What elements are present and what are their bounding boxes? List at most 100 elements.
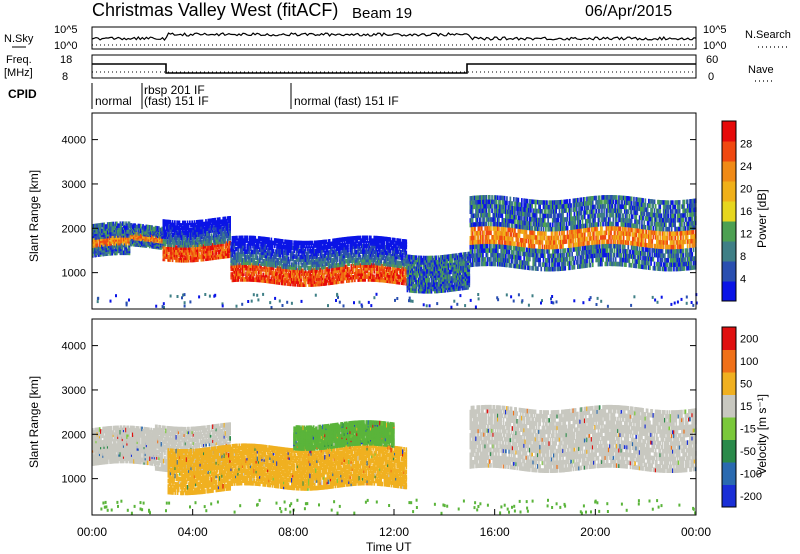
data-cell bbox=[292, 256, 294, 262]
data-cell bbox=[231, 241, 234, 247]
data-cell bbox=[307, 271, 309, 276]
data-cell bbox=[388, 237, 390, 242]
data-cell bbox=[493, 248, 496, 253]
data-cell bbox=[227, 226, 229, 231]
data-cell bbox=[269, 256, 271, 262]
data-cell bbox=[287, 250, 290, 256]
data-cell bbox=[392, 262, 395, 268]
data-cell bbox=[185, 230, 188, 236]
data-cell bbox=[264, 275, 267, 281]
data-cell bbox=[470, 204, 473, 210]
data-cell bbox=[201, 229, 204, 234]
data-cell bbox=[302, 254, 305, 260]
data-cell bbox=[472, 222, 475, 227]
data-cell bbox=[519, 237, 522, 243]
data-cell bbox=[376, 241, 379, 247]
data-cell bbox=[450, 269, 452, 275]
data-cell bbox=[490, 226, 492, 231]
cpid-label: CPID bbox=[8, 87, 37, 101]
data-cell bbox=[232, 244, 235, 249]
data-cell bbox=[365, 246, 368, 252]
data-cell bbox=[299, 276, 301, 282]
data-cell bbox=[285, 275, 287, 281]
data-cell bbox=[169, 254, 172, 260]
data-cell bbox=[200, 222, 203, 227]
data-cell bbox=[511, 236, 514, 242]
data-cell bbox=[249, 277, 252, 282]
data-cell bbox=[256, 244, 259, 249]
data-cell bbox=[476, 208, 479, 214]
data-cell bbox=[272, 273, 275, 279]
data-cell bbox=[374, 241, 377, 246]
data-cell bbox=[121, 221, 124, 226]
data-cell bbox=[351, 244, 354, 250]
data-cell bbox=[365, 268, 368, 274]
data-cell bbox=[402, 247, 404, 252]
data-cell bbox=[497, 208, 499, 214]
data-cell bbox=[371, 255, 373, 260]
data-cell bbox=[164, 236, 167, 242]
data-cell bbox=[239, 252, 242, 257]
data-cell bbox=[252, 252, 254, 257]
data-cell bbox=[516, 250, 519, 256]
data-cell bbox=[470, 244, 473, 250]
data-cell bbox=[124, 242, 126, 248]
data-cell bbox=[405, 272, 408, 278]
data-cell bbox=[482, 239, 484, 245]
data-cell bbox=[346, 253, 348, 258]
data-cell bbox=[295, 251, 298, 257]
data-cell bbox=[264, 278, 267, 283]
data-cell bbox=[287, 264, 290, 270]
data-cell bbox=[295, 243, 298, 248]
data-cell bbox=[332, 238, 334, 244]
data-cell bbox=[450, 254, 452, 259]
data-cell bbox=[394, 260, 396, 265]
data-cell bbox=[235, 269, 237, 274]
data-cell bbox=[389, 276, 392, 281]
data-cell bbox=[210, 225, 213, 231]
data-cell bbox=[309, 246, 311, 251]
data-cell bbox=[264, 248, 267, 253]
data-cell bbox=[300, 265, 302, 271]
data-cell bbox=[304, 240, 307, 246]
data-cell bbox=[218, 217, 221, 222]
data-cell bbox=[510, 232, 513, 237]
data-cell bbox=[503, 209, 506, 214]
data-cell bbox=[171, 225, 174, 230]
data-cell bbox=[357, 274, 360, 280]
data-cell bbox=[400, 241, 403, 247]
data-cell bbox=[215, 222, 218, 228]
data-cell bbox=[221, 241, 223, 247]
data-cell bbox=[341, 254, 344, 259]
data-cell bbox=[232, 277, 235, 283]
data-cell bbox=[179, 250, 182, 256]
data-cell bbox=[254, 277, 257, 282]
data-cell bbox=[215, 232, 218, 238]
data-cell bbox=[313, 259, 316, 265]
data-cell bbox=[390, 240, 393, 245]
data-cell bbox=[328, 269, 331, 275]
data-cell bbox=[217, 239, 220, 245]
data-cell bbox=[245, 271, 247, 277]
data-cell bbox=[426, 262, 428, 267]
data-cell bbox=[215, 240, 218, 245]
data-cell bbox=[360, 268, 363, 274]
data-cell bbox=[212, 228, 214, 233]
data-cell bbox=[286, 275, 289, 281]
data-cell bbox=[329, 280, 332, 285]
data-cell bbox=[179, 235, 182, 241]
data-cell bbox=[498, 199, 500, 205]
data-cell bbox=[507, 222, 509, 228]
data-cell bbox=[499, 213, 501, 218]
data-cell bbox=[199, 232, 201, 237]
data-cell bbox=[510, 201, 513, 206]
data-cell bbox=[240, 260, 243, 266]
data-cell bbox=[326, 255, 329, 261]
data-cell bbox=[472, 195, 475, 201]
data-cell bbox=[502, 253, 505, 259]
data-cell bbox=[514, 254, 516, 260]
data-cell bbox=[358, 268, 361, 274]
data-cell bbox=[232, 247, 235, 252]
data-cell bbox=[169, 224, 172, 230]
data-cell bbox=[183, 245, 185, 251]
